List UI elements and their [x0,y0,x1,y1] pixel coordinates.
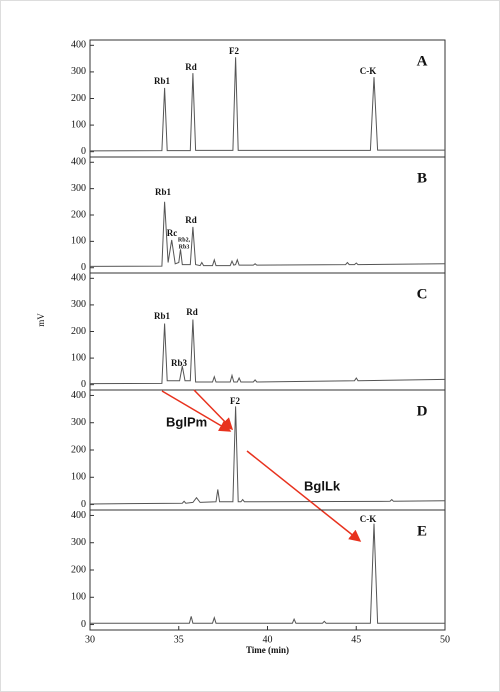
peak-label: Rb2, [178,237,191,243]
x-axis-label: Time (min) [246,645,289,655]
x-tick-label: 30 [85,634,95,645]
arrow [161,390,232,432]
peak-label: Rd [186,307,198,317]
trace [89,57,445,152]
arrow-label: BglLk [304,478,341,493]
peak-label: Rc [167,228,178,238]
x-tick-label: 40 [263,634,273,645]
arrow [193,389,234,431]
peak-label: Rd [185,215,197,225]
x-tick-label: 35 [174,634,184,645]
y-axis-label: mV [36,313,46,327]
peak-label: Rb3 [171,358,188,368]
trace [90,523,445,624]
peak-label: Rd [185,62,197,72]
y-tick-label: 0 [81,379,86,390]
y-tick-label: 300 [71,183,86,194]
panel-label: C [417,286,428,302]
y-tick-label: 300 [71,537,86,548]
peak-label: C-K [360,66,377,76]
peak-label: Rb1 [154,76,171,86]
y-tick-label: 200 [71,564,86,575]
peak-label: F2 [230,396,240,406]
y-tick-label: 100 [71,119,86,130]
arrow [246,450,362,542]
panel-label: D [417,403,428,419]
trace [89,319,446,385]
peak-label: Rb3 [179,244,190,250]
trace [89,201,446,267]
panel-label: A [417,53,428,69]
panel-label: E [417,523,427,539]
peak-label: Rb1 [154,311,171,321]
y-tick-label: 200 [71,209,86,220]
y-tick-label: 200 [71,444,86,455]
y-tick-label: 0 [81,619,86,630]
y-tick-label: 100 [71,352,86,363]
y-tick-label: 0 [81,262,86,273]
y-tick-label: 400 [71,273,86,284]
x-tick-label: 45 [351,634,361,645]
y-tick-label: 300 [71,417,86,428]
peak-label: F2 [229,46,239,56]
y-tick-label: 400 [71,157,86,168]
y-tick-label: 400 [71,40,86,51]
arrow-label: BglPm [166,414,207,429]
y-tick-label: 200 [71,93,86,104]
peak-label: Rb1 [155,187,172,197]
y-tick-label: 0 [81,146,86,157]
panel-label: B [417,170,427,186]
x-tick-label: 50 [440,634,450,645]
y-tick-label: 300 [71,299,86,310]
y-tick-label: 400 [71,390,86,401]
y-tick-label: 400 [71,510,86,521]
trace [89,406,446,505]
y-tick-label: 200 [71,326,86,337]
y-tick-label: 300 [71,66,86,77]
y-tick-label: 100 [71,592,86,603]
peak-label: C-K [360,514,377,524]
y-tick-label: 100 [71,236,86,247]
y-tick-label: 100 [71,472,86,483]
y-tick-label: 0 [81,499,86,510]
